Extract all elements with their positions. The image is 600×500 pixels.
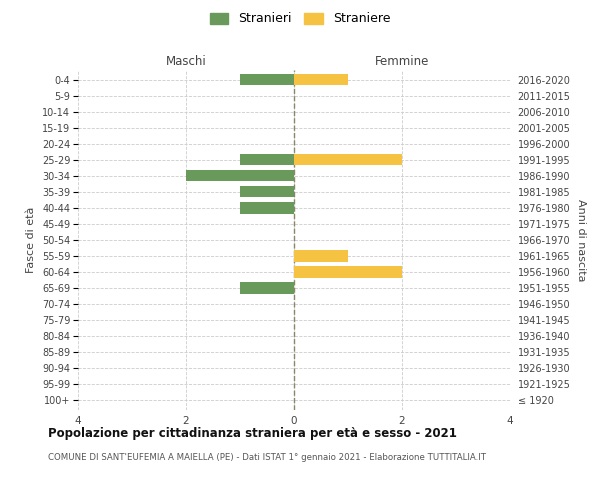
Bar — [240, 74, 294, 85]
Bar — [240, 202, 294, 213]
Bar — [240, 282, 294, 294]
Bar — [294, 266, 402, 278]
Text: Popolazione per cittadinanza straniera per età e sesso - 2021: Popolazione per cittadinanza straniera p… — [48, 428, 457, 440]
Text: Maschi: Maschi — [166, 56, 206, 68]
Text: Femmine: Femmine — [375, 56, 429, 68]
Legend: Stranieri, Straniere: Stranieri, Straniere — [206, 8, 394, 29]
Bar — [294, 74, 348, 85]
Y-axis label: Fasce di età: Fasce di età — [26, 207, 37, 273]
Bar — [294, 250, 348, 262]
Text: COMUNE DI SANT'EUFEMIA A MAIELLA (PE) - Dati ISTAT 1° gennaio 2021 - Elaborazion: COMUNE DI SANT'EUFEMIA A MAIELLA (PE) - … — [48, 452, 486, 462]
Bar — [186, 170, 294, 181]
Bar — [294, 154, 402, 166]
Bar — [240, 186, 294, 198]
Y-axis label: Anni di nascita: Anni di nascita — [576, 198, 586, 281]
Bar — [240, 154, 294, 166]
